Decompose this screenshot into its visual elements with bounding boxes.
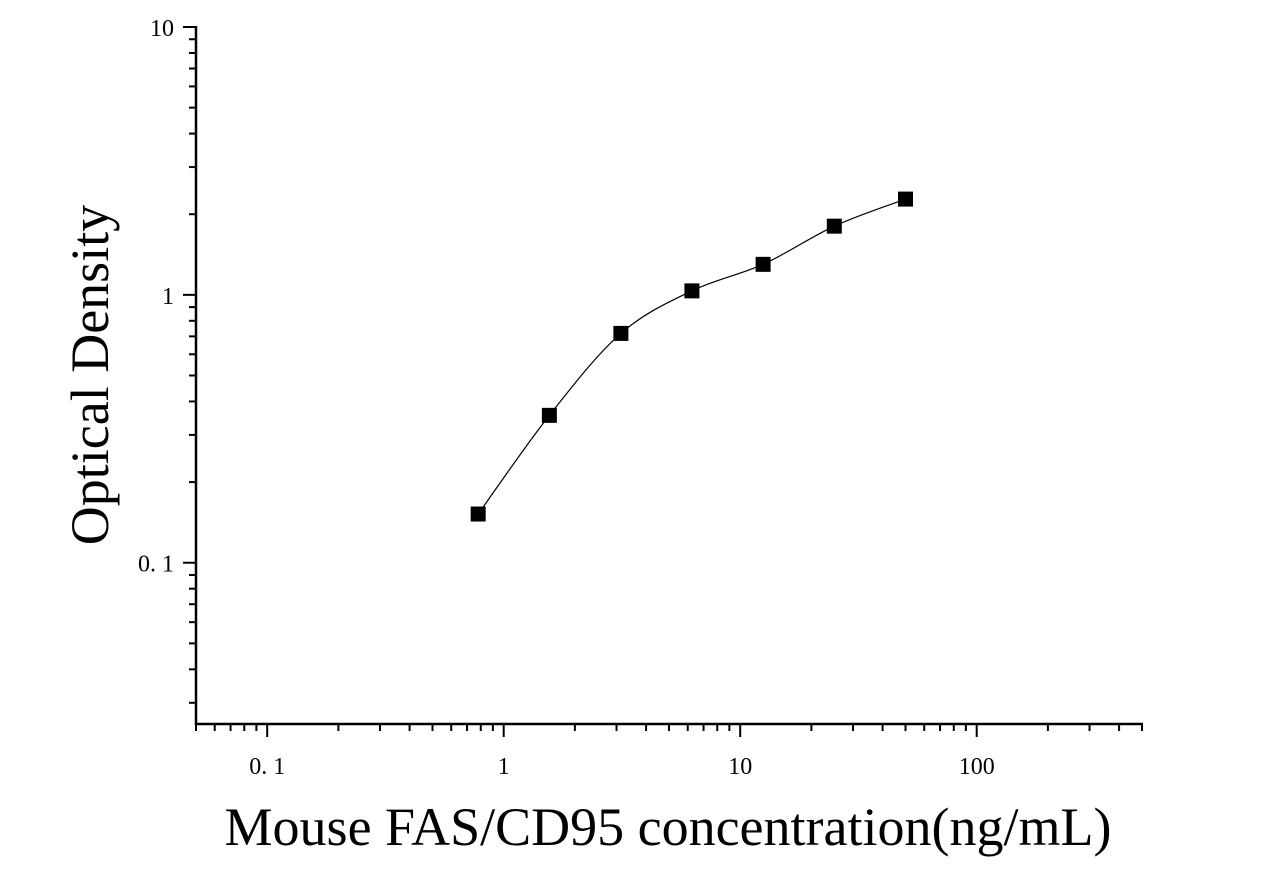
y-tick-label: 0. 1 (138, 552, 174, 578)
data-point (898, 191, 913, 207)
data-point (684, 283, 700, 299)
x-tick-label: 0. 1 (249, 754, 285, 780)
fit-curve-line (477, 198, 906, 515)
y-axis-ticks: 0. 1 1 10 (138, 16, 196, 704)
x-axis-title: Mouse FAS/CD95 concentration(ng/mL) (225, 797, 1112, 857)
y-tick-label: 10 (150, 16, 174, 42)
x-tick-label: 1 (498, 754, 510, 780)
data-point (541, 407, 557, 423)
x-axis-ticks: 0. 1 1 10 100 (195, 724, 1143, 780)
data-point (755, 256, 771, 272)
data-points (470, 191, 913, 522)
x-tick-label: 10 (728, 754, 752, 780)
data-point (613, 325, 629, 341)
x-tick-label: 100 (959, 754, 995, 780)
data-point (826, 218, 842, 234)
y-axis-title: Optical Density (60, 205, 120, 545)
y-tick-label: 1 (162, 284, 174, 310)
data-point (470, 506, 486, 522)
